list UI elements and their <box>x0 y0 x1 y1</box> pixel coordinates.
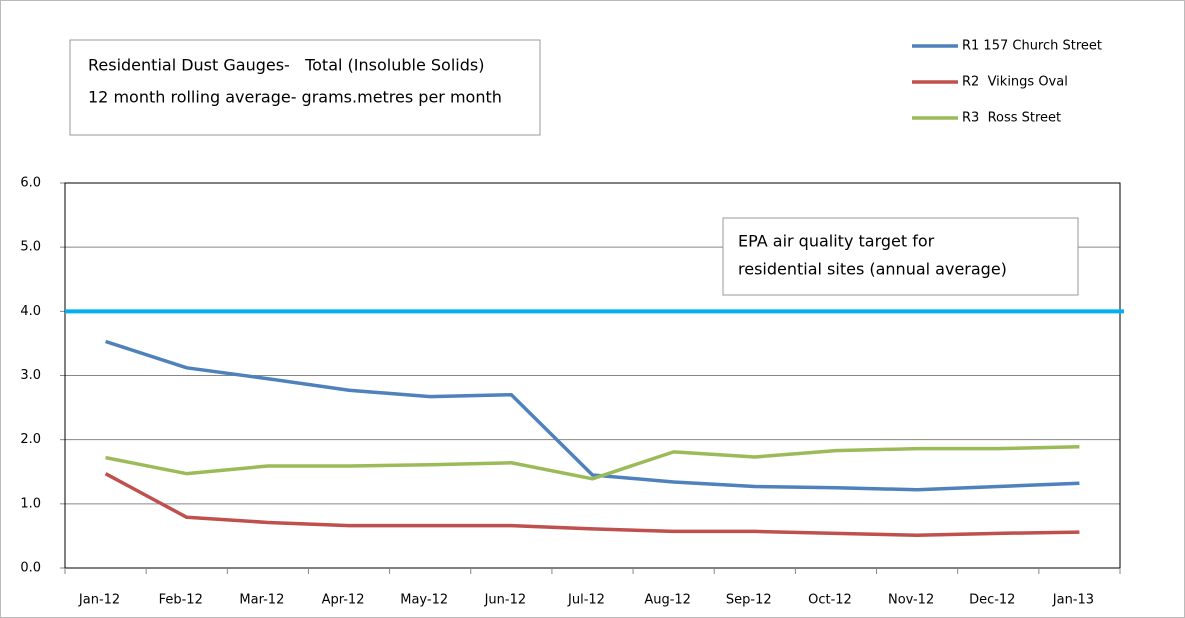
legend-label: R2 Vikings Oval <box>962 75 1068 90</box>
series-line <box>104 472 1080 538</box>
x-tick-label: May-12 <box>400 593 448 608</box>
chart-subtitle: 12 month rolling average- grams.metres p… <box>88 88 502 107</box>
y-tick-label: 2.0 <box>20 432 41 447</box>
title-box <box>69 39 541 136</box>
x-tick-label: Jun-12 <box>484 593 527 608</box>
x-tick-label: Aug-12 <box>644 593 691 608</box>
x-tick-label: Jan-12 <box>78 593 120 608</box>
x-tick-label: Sep-12 <box>726 593 772 608</box>
annotation: residential sites (annual average) <box>738 260 1007 279</box>
y-tick-label: 3.0 <box>20 368 41 383</box>
legend-label: R3 Ross Street <box>962 111 1061 126</box>
x-tick-label: Jan-13 <box>1052 593 1094 608</box>
x-tick-label: Apr-12 <box>322 593 365 608</box>
y-tick-label: 1.0 <box>20 496 41 511</box>
x-tick-label: Oct-12 <box>808 593 852 608</box>
x-tick-label: Nov-12 <box>888 593 934 608</box>
annotation: EPA air quality target for <box>738 232 935 251</box>
y-tick-label: 6.0 <box>20 176 41 191</box>
chart-title: Residential Dust Gauges- Total (Insolubl… <box>88 56 484 75</box>
plot-border <box>64 182 1121 569</box>
y-tick-label: 4.0 <box>20 304 41 319</box>
series-line <box>105 339 1080 492</box>
x-tick-label: Jul-12 <box>567 593 605 608</box>
y-tick-label: 5.0 <box>20 240 41 255</box>
y-tick-label: 0.0 <box>20 561 41 576</box>
x-tick-label: Dec-12 <box>969 593 1015 608</box>
x-tick-label: Mar-12 <box>239 593 284 608</box>
legend-label: R1 157 Church Street <box>962 39 1102 54</box>
x-tick-label: Feb-12 <box>159 593 203 608</box>
annotation-box <box>722 217 1079 296</box>
series-line <box>105 444 1080 481</box>
